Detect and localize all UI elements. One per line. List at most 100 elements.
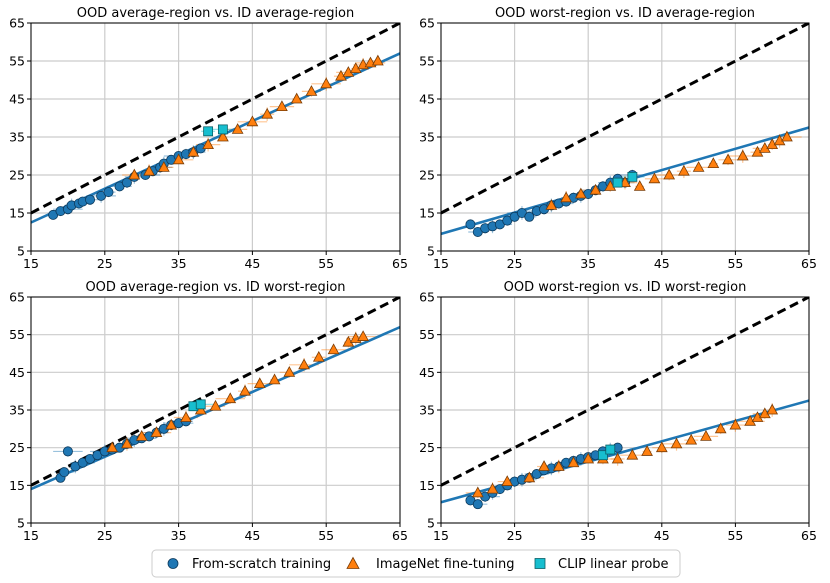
point-clip	[217, 124, 228, 135]
point-imagenet	[655, 441, 668, 453]
point-imagenet	[157, 161, 170, 172]
x-tick-label: 35	[171, 256, 187, 271]
point-clip	[203, 126, 214, 137]
y-tick-label: 5	[427, 244, 435, 259]
point-imagenet	[253, 377, 266, 389]
point-imagenet	[135, 430, 148, 441]
point-imagenet	[501, 475, 514, 486]
point-imagenet	[261, 107, 274, 119]
y-tick-label: 55	[9, 327, 25, 342]
point-clip	[195, 399, 206, 410]
point-imagenet	[633, 180, 646, 191]
subplot-title: OOD average-region vs. ID average-region	[77, 6, 355, 21]
y-tick-label: 5	[427, 516, 435, 531]
subplot-avg-vs-avg: OOD average-region vs. ID average-region…	[9, 6, 408, 271]
point-imagenet	[121, 437, 133, 449]
point-imagenet	[283, 366, 296, 377]
y-tick-label: 65	[419, 290, 435, 305]
point-from-scratch	[465, 219, 476, 230]
point-imagenet	[180, 411, 192, 422]
x-tick-label: 15	[23, 528, 39, 543]
point-imagenet	[128, 168, 141, 180]
point-from-scratch	[85, 194, 96, 205]
subplot-worst-vs-worst: OOD worst-region vs. ID worst-region 15 2…	[419, 280, 817, 543]
point-imagenet	[722, 153, 734, 165]
point-imagenet	[239, 384, 251, 396]
x-tick-label: 55	[727, 256, 743, 271]
point-imagenet	[290, 92, 303, 104]
y-tick-label: 65	[9, 290, 25, 305]
y-tick-label: 65	[419, 16, 435, 31]
y-tick-label: 25	[419, 440, 435, 455]
point-imagenet	[165, 418, 178, 430]
x-tick-label: 45	[654, 528, 670, 543]
point-imagenet	[648, 172, 661, 184]
point-imagenet	[327, 343, 340, 355]
point-imagenet	[729, 418, 742, 430]
subplot-title: OOD average-region vs. ID worst-region	[85, 280, 345, 295]
point-imagenet	[700, 430, 712, 441]
point-imagenet	[736, 149, 749, 161]
point-imagenet	[766, 403, 779, 415]
x-tick-label: 25	[97, 256, 113, 271]
point-imagenet	[663, 168, 676, 180]
point-imagenet	[106, 441, 119, 453]
x-tick-label: 45	[244, 528, 260, 543]
y-tick-label: 45	[9, 365, 25, 380]
x-tick-label: 65	[801, 256, 817, 271]
point-from-scratch	[472, 499, 483, 510]
point-from-scratch	[59, 467, 70, 478]
point-imagenet	[357, 330, 369, 341]
x-tick-label: 35	[580, 528, 596, 543]
point-imagenet	[523, 471, 536, 483]
point-imagenet	[209, 399, 222, 411]
point-clip	[605, 444, 616, 455]
x-tick-label: 65	[392, 256, 408, 271]
legend-label-from-scratch: From-scratch training	[192, 557, 331, 572]
x-tick-label: 65	[392, 528, 408, 543]
point-imagenet	[224, 392, 237, 404]
point-imagenet	[231, 123, 244, 134]
y-tick-label: 25	[419, 168, 435, 183]
point-imagenet	[781, 130, 793, 142]
y-tick-label: 55	[419, 54, 435, 69]
point-imagenet	[143, 164, 155, 176]
subplot-avg-vs-worst: OOD average-region vs. ID worst-region 1…	[9, 280, 408, 543]
point-imagenet	[707, 157, 720, 169]
y-tick-label: 35	[9, 130, 25, 145]
point-imagenet	[187, 145, 200, 157]
legend-marker-circle	[167, 558, 179, 569]
point-from-scratch	[103, 187, 114, 198]
y-tick-label: 65	[9, 16, 25, 31]
x-tick-label: 55	[318, 528, 334, 543]
point-imagenet	[678, 164, 690, 176]
point-imagenet	[320, 77, 333, 89]
point-imagenet	[611, 452, 624, 464]
point-imagenet	[268, 373, 281, 385]
point-imagenet	[276, 100, 288, 111]
subplot-title: OOD worst-region vs. ID worst-region	[504, 280, 747, 295]
y-tick-label: 25	[9, 440, 25, 455]
point-imagenet	[217, 130, 229, 142]
x-tick-label: 15	[433, 528, 449, 543]
point-imagenet	[670, 437, 683, 449]
point-imagenet	[371, 54, 384, 66]
y-tick-label: 5	[17, 516, 25, 531]
y-tick-label: 55	[9, 54, 25, 69]
point-imagenet	[150, 426, 163, 438]
y-tick-label: 25	[9, 168, 25, 183]
subplot-worst-vs-avg: OOD worst-region vs. ID average-region 1…	[419, 6, 817, 271]
y-tick-label: 15	[9, 206, 25, 221]
plot-area	[441, 297, 809, 510]
point-from-scratch	[524, 211, 535, 222]
x-tick-label: 35	[580, 256, 596, 271]
legend-label-imagenet: ImageNet fine-tuning	[376, 557, 514, 572]
point-imagenet	[714, 422, 727, 434]
point-from-scratch	[62, 446, 73, 457]
plot-area	[31, 23, 400, 224]
point-imagenet	[692, 161, 705, 172]
point-clip	[612, 177, 623, 188]
point-imagenet	[552, 460, 565, 471]
legend-frame	[151, 549, 681, 578]
